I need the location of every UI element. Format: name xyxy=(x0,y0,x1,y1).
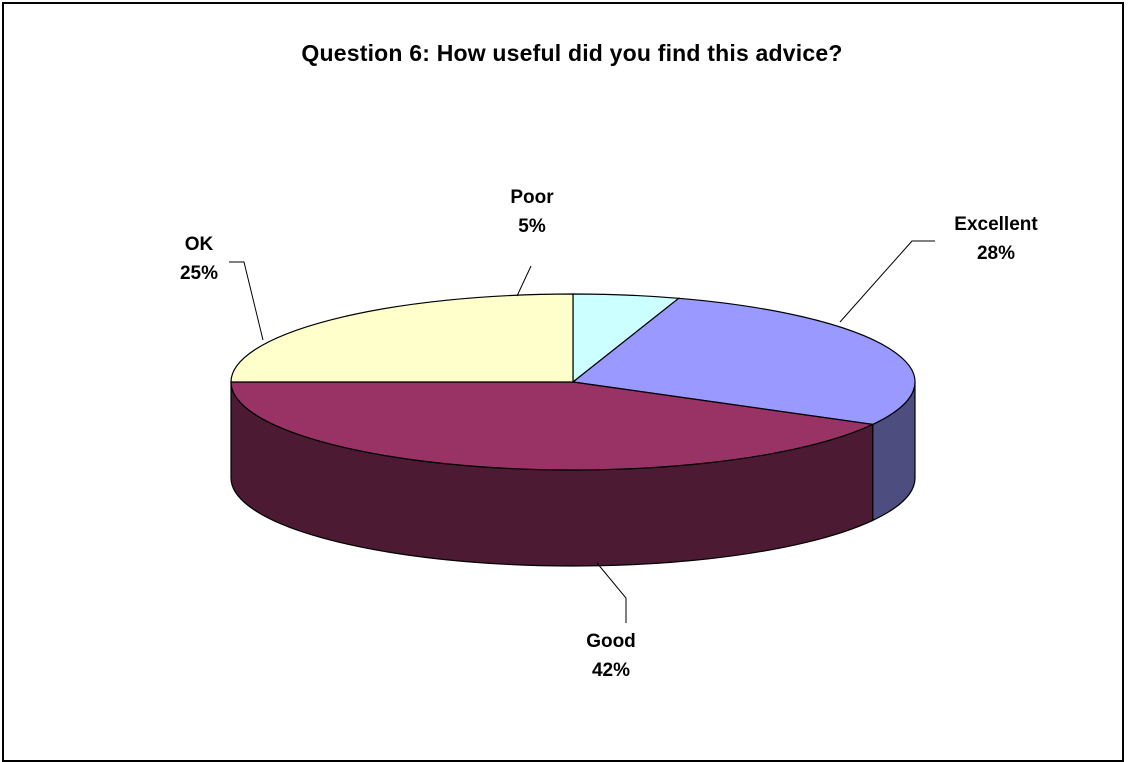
leader-line-ok xyxy=(229,261,264,341)
slice-percent-ok: 25% xyxy=(180,263,218,284)
slice-percent-excellent: 28% xyxy=(977,243,1015,264)
leader-line-good xyxy=(596,562,627,623)
pie-layer xyxy=(230,293,916,567)
slice-percent-good: 42% xyxy=(592,660,630,681)
chart-title: Question 6: How useful did you find this… xyxy=(301,40,843,66)
pie-slice-excellent xyxy=(571,297,916,426)
leader-line-poor xyxy=(516,265,532,297)
label-layer: Poor 5% Excellent 28% Good 42% OK 25% xyxy=(180,187,1038,681)
slice-percent-poor: 5% xyxy=(518,216,546,237)
slice-label-poor: Poor xyxy=(510,187,554,208)
slice-label-ok: OK xyxy=(185,234,214,255)
pie-slice-good xyxy=(230,381,875,471)
slice-label-good: Good xyxy=(586,631,636,652)
slice-label-excellent: Excellent xyxy=(954,214,1038,235)
pie-slice-ok xyxy=(230,293,574,383)
leader-line-excellent xyxy=(839,240,935,323)
